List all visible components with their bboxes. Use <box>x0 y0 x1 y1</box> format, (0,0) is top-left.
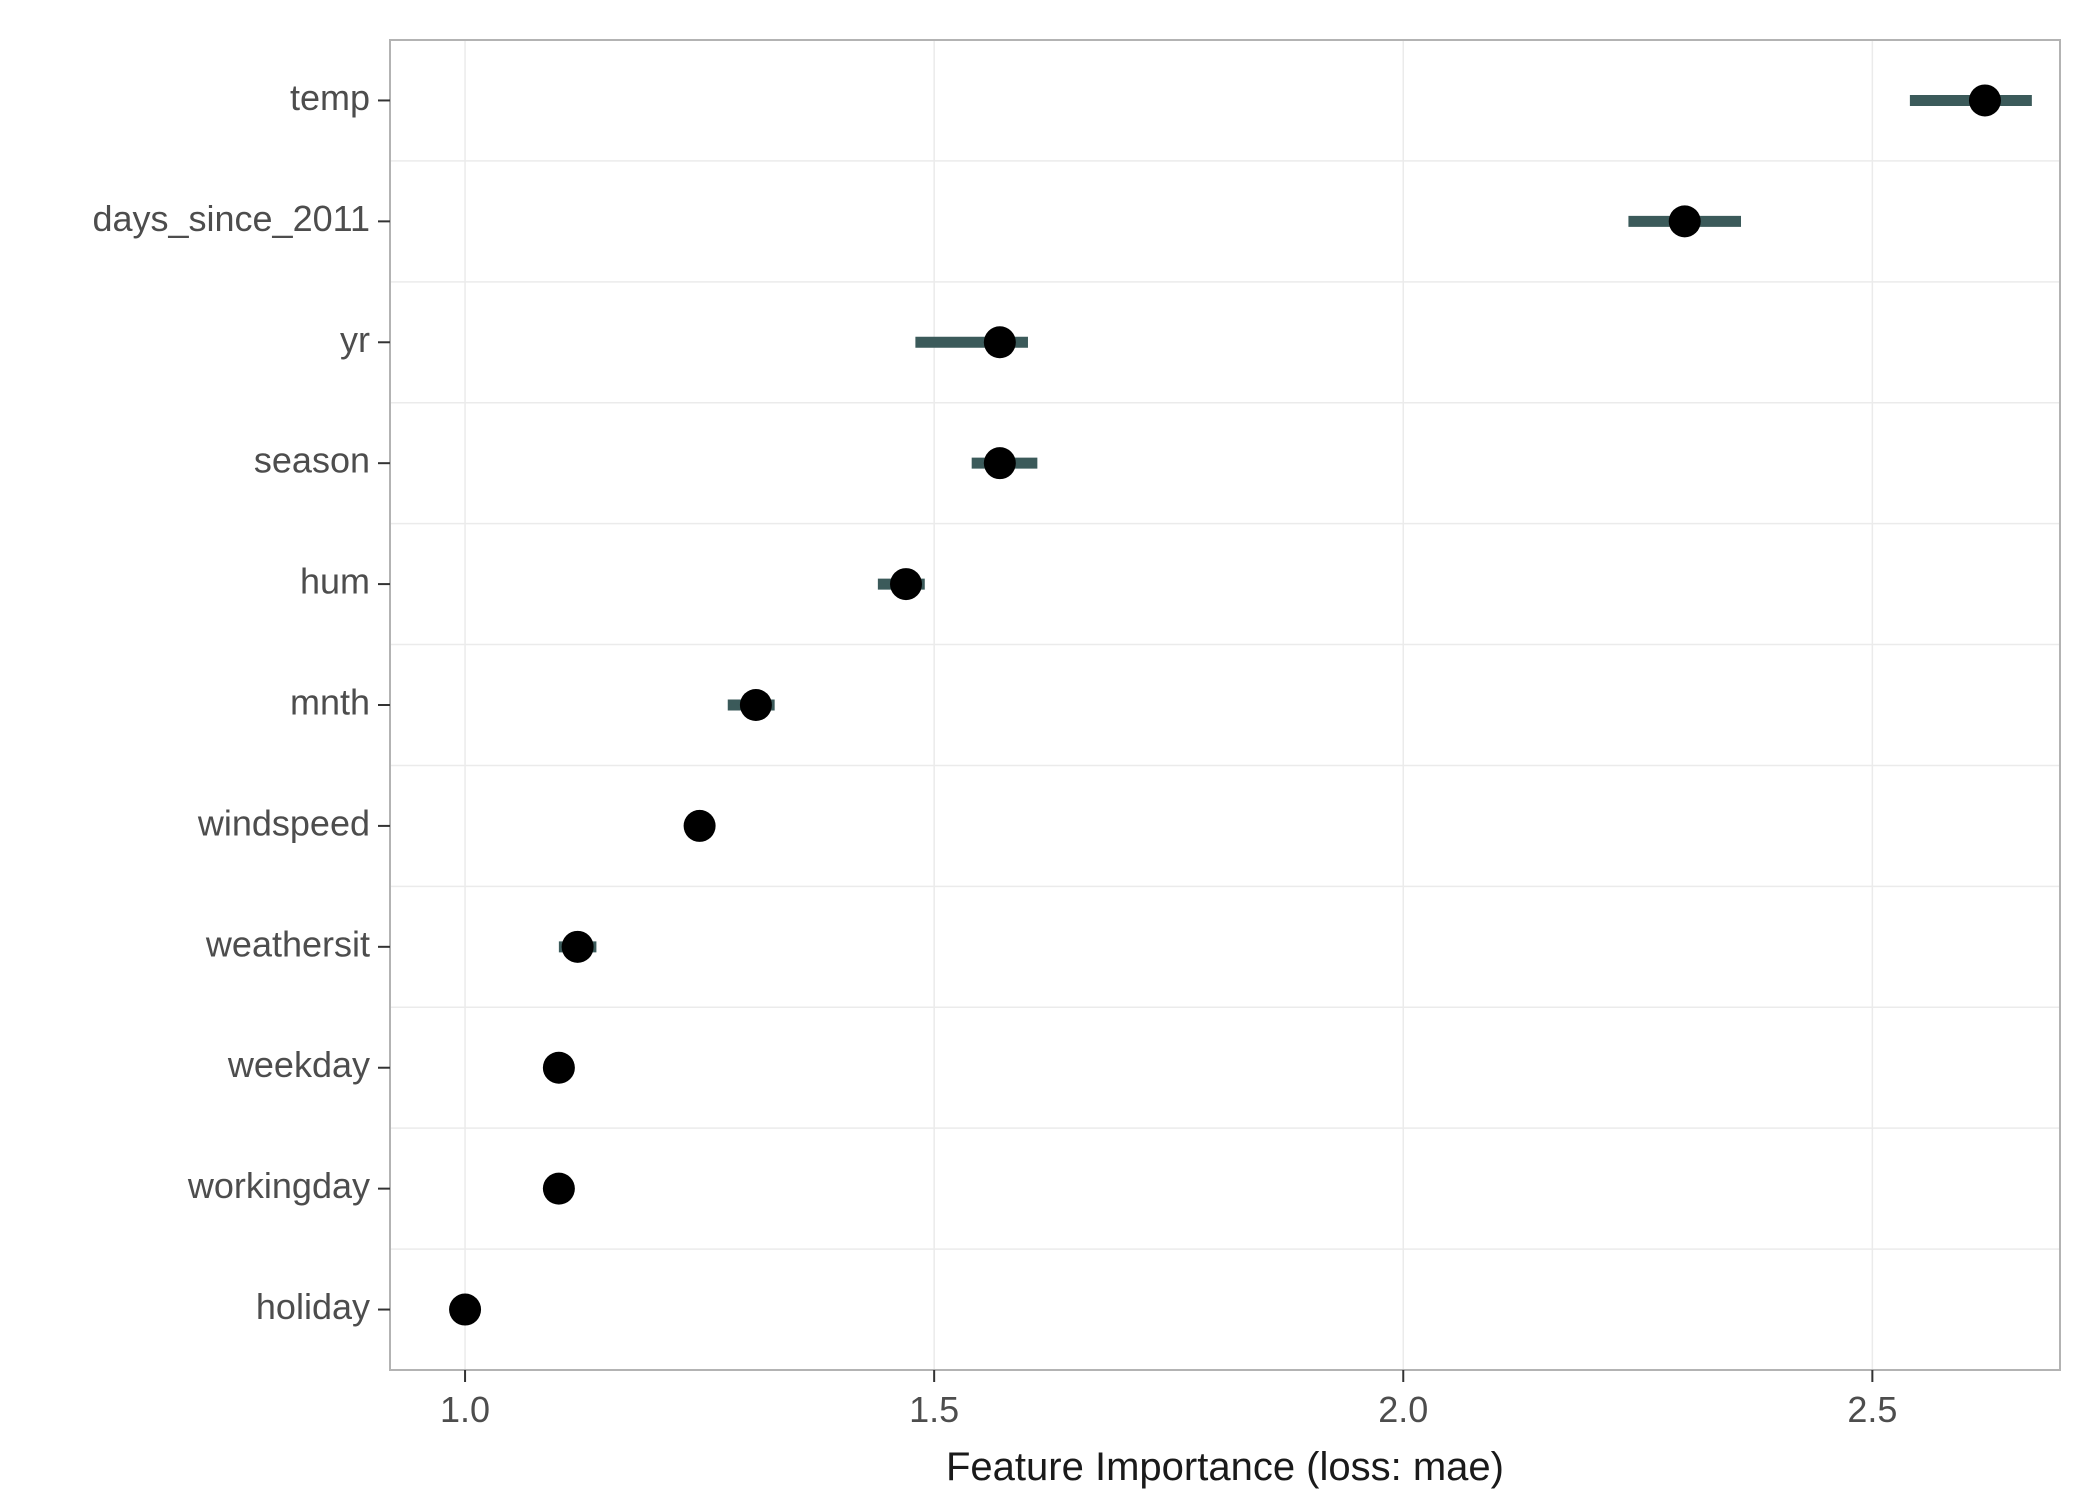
point-weathersit <box>562 931 594 963</box>
point-windspeed <box>684 810 716 842</box>
chart-svg: temp days_since_2011yr season hum mnth windsp… <box>0 0 2100 1500</box>
point-days_since_2011 <box>1669 205 1701 237</box>
ylabel-season: season <box>254 440 370 481</box>
point-holiday <box>449 1294 481 1326</box>
ylabel-yr: yr <box>340 319 370 360</box>
x-axis-title: Feature Importance (loss: mae) <box>946 1445 1504 1489</box>
ylabel-weathersit: weathersit <box>205 923 370 964</box>
point-mnth <box>740 689 772 721</box>
ylabel-days_since_2011: days_since_2011 <box>92 198 370 239</box>
ylabel-hum: hum <box>300 561 370 602</box>
ylabel-workingday: workingday <box>187 1165 370 1206</box>
feature-importance-chart: temp days_since_2011yr season hum mnth windsp… <box>0 0 2100 1500</box>
point-workingday <box>543 1173 575 1205</box>
point-yr <box>984 326 1016 358</box>
ylabel-windspeed: windspeed <box>197 802 370 843</box>
point-hum <box>890 568 922 600</box>
ylabel-holiday: holiday <box>256 1286 370 1327</box>
point-temp <box>1969 84 2001 116</box>
ylabel-weekday: weekday <box>227 1044 370 1085</box>
xtick-0: 1.0 <box>440 1389 490 1430</box>
point-season <box>984 447 1016 479</box>
xtick-2: 2.0 <box>1378 1389 1428 1430</box>
xtick-3: 2.5 <box>1847 1389 1897 1430</box>
xtick-1: 1.5 <box>909 1389 959 1430</box>
point-weekday <box>543 1052 575 1084</box>
ylabel-mnth: mnth <box>290 682 370 723</box>
ylabel-temp: temp <box>290 77 370 118</box>
